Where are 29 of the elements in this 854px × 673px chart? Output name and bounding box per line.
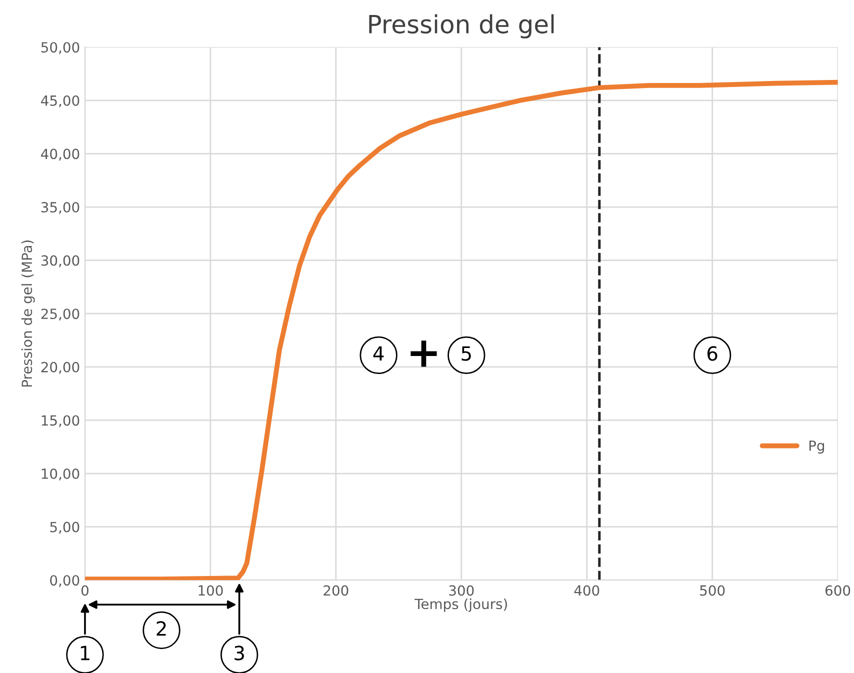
x-axis-title: Temps (jours) bbox=[414, 598, 507, 612]
x-tick-label: 400 bbox=[574, 585, 600, 596]
text: 3 bbox=[234, 646, 244, 660]
y-tick-label: 25,00 bbox=[41, 308, 80, 321]
y-tick-label: 10,00 bbox=[42, 468, 80, 480]
y-tick-label: 15,00 bbox=[42, 415, 80, 428]
y-tick-label: 50,00 bbox=[41, 42, 80, 54]
annotation: 6 bbox=[707, 346, 718, 361]
x-tick-label: 100 bbox=[198, 585, 223, 596]
y-axis-title: Pression de gel (MPa) bbox=[21, 240, 35, 387]
x-tick-label: 200 bbox=[324, 585, 348, 596]
text: 2 bbox=[156, 621, 166, 636]
y-tick-label: 30,00 bbox=[41, 255, 80, 268]
annotation: 5 bbox=[462, 346, 471, 361]
x-tick-label: 300 bbox=[449, 585, 474, 596]
x-tick-label: 600 bbox=[825, 585, 850, 596]
y-tick-label: 5,00 bbox=[50, 522, 80, 534]
y-tick-label: 20,00 bbox=[41, 362, 80, 374]
legend-label: Pg bbox=[809, 440, 824, 454]
annotation: + bbox=[410, 340, 437, 367]
text: 1 bbox=[80, 646, 90, 660]
y-tick-label: 0,00 bbox=[50, 575, 80, 588]
x-tick-label: 0 bbox=[81, 585, 88, 596]
chart-title: Pression de gel bbox=[369, 14, 554, 38]
x-tick-label: 500 bbox=[700, 585, 725, 596]
y-tick-label: 35,00 bbox=[41, 202, 80, 214]
y-tick-label: 40,00 bbox=[41, 148, 80, 161]
y-tick-label: 45,00 bbox=[41, 95, 80, 108]
annotation: 4 bbox=[373, 346, 384, 361]
